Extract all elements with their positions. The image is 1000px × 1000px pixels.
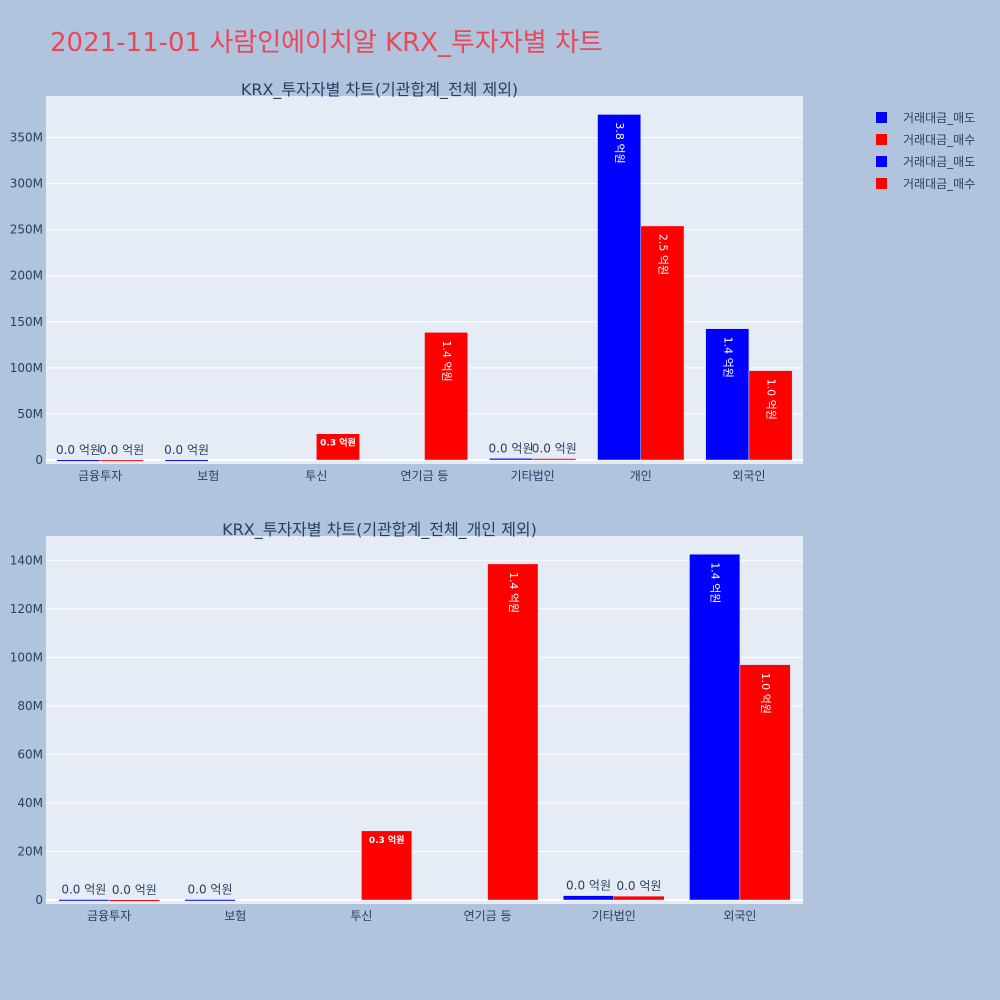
y-tick-label: 300M <box>10 177 43 191</box>
legend-item-buy[interactable]: 거래대금_매수 <box>876 172 975 194</box>
bar <box>56 459 101 462</box>
y-tick-label: 200M <box>10 269 43 283</box>
y-tick-label: 80M <box>17 699 43 713</box>
bar <box>487 563 539 901</box>
y-tick-label: 100M <box>10 650 43 664</box>
data-label: 0.0 억원 <box>532 442 577 456</box>
legend[interactable]: 거래대금_매도 거래대금_매수 거래대금_매도 거래대금_매수 <box>876 106 975 194</box>
y-tick-label: 150M <box>10 315 43 329</box>
y-tick-label: 0 <box>35 893 43 907</box>
y-tick-label: 350M <box>10 130 43 144</box>
x-tick-label: 금융투자 <box>87 909 131 923</box>
chart-title: KRX_투자자별 차트(기관합계_전체 제외) <box>241 80 518 100</box>
data-label: 1.4 억원 <box>507 572 520 613</box>
bar <box>597 114 642 461</box>
y-tick-label: 250M <box>10 223 43 237</box>
legend-label: 거래대금_매도 <box>903 110 976 125</box>
bar <box>613 895 665 901</box>
legend-swatch <box>876 111 887 123</box>
x-tick-label: 보험 <box>197 469 219 483</box>
x-tick-label: 개인 <box>630 469 652 483</box>
data-label: 2.5 억원 <box>656 234 669 275</box>
y-tick-label: 140M <box>10 553 43 567</box>
page-title: 2021-11-01 사람인에이치알 KRX_투자자별 차트 <box>50 28 603 58</box>
bar <box>58 899 110 902</box>
data-label: 0.0 억원 <box>489 441 534 455</box>
y-tick-label: 20M <box>17 844 43 858</box>
bar <box>532 458 577 461</box>
legend-item-sell[interactable]: 거래대금_매도 <box>876 150 975 172</box>
bar <box>640 225 685 461</box>
data-label: 1.0 억원 <box>759 673 772 714</box>
data-label: 0.0 억원 <box>56 443 101 457</box>
bar <box>424 332 469 461</box>
x-tick-label: 외국인 <box>732 469 765 483</box>
legend-label: 거래대금_매수 <box>903 132 976 147</box>
legend-swatch <box>876 133 887 145</box>
data-label: 0.0 억원 <box>616 879 661 893</box>
x-tick-label: 보험 <box>224 909 246 923</box>
data-label: 0.0 억원 <box>112 883 157 897</box>
bar <box>184 899 236 902</box>
bar <box>99 459 144 462</box>
x-tick-label: 연기금 등 <box>401 469 449 483</box>
data-label: 0.0 억원 <box>61 883 106 897</box>
data-label: 0.0 억원 <box>99 443 144 457</box>
bar <box>739 664 791 901</box>
y-tick-label: 40M <box>17 796 43 810</box>
legend-label: 거래대금_매도 <box>903 154 976 169</box>
x-tick-label: 외국인 <box>723 909 756 923</box>
y-tick-label: 0 <box>35 453 43 467</box>
legend-item-sell[interactable]: 거래대금_매도 <box>876 106 975 128</box>
chart-title: KRX_투자자별 차트(기관합계_전체_개인 제외) <box>222 520 537 540</box>
bar <box>316 433 360 461</box>
bar <box>108 899 160 902</box>
data-label: 1.4 억원 <box>721 337 734 378</box>
data-label: 1.4 억원 <box>440 340 453 381</box>
bar <box>164 459 209 462</box>
legend-item-buy[interactable]: 거래대금_매수 <box>876 128 975 150</box>
data-label: 0.0 억원 <box>164 443 209 457</box>
x-tick-label: 금융투자 <box>78 469 122 483</box>
x-tick-label: 기타법인 <box>592 909 636 923</box>
y-tick-label: 100M <box>10 361 43 375</box>
y-tick-label: 60M <box>17 747 43 761</box>
legend-swatch <box>876 155 887 167</box>
data-label: 0.3 억원 <box>320 437 356 449</box>
x-tick-label: 기타법인 <box>511 469 555 483</box>
legend-label: 거래대금_매수 <box>903 176 976 191</box>
x-tick-label: 투신 <box>305 469 327 483</box>
bar <box>689 553 741 901</box>
data-label: 0.0 억원 <box>188 883 233 897</box>
data-label: 0.3 억원 <box>369 834 405 846</box>
bar <box>489 458 533 461</box>
data-label: 0.0 억원 <box>566 879 611 893</box>
bar <box>361 830 413 901</box>
bar <box>748 370 793 461</box>
y-tick-label: 120M <box>10 602 43 616</box>
legend-swatch <box>876 177 887 189</box>
data-label: 1.0 억원 <box>765 379 778 420</box>
x-tick-label: 연기금 등 <box>464 909 512 923</box>
y-tick-label: 50M <box>17 407 43 421</box>
plot-background <box>46 536 803 904</box>
bar <box>563 895 614 901</box>
data-label: 3.8 억원 <box>613 122 626 163</box>
x-tick-label: 투신 <box>350 909 372 923</box>
data-label: 1.4 억원 <box>709 562 722 603</box>
